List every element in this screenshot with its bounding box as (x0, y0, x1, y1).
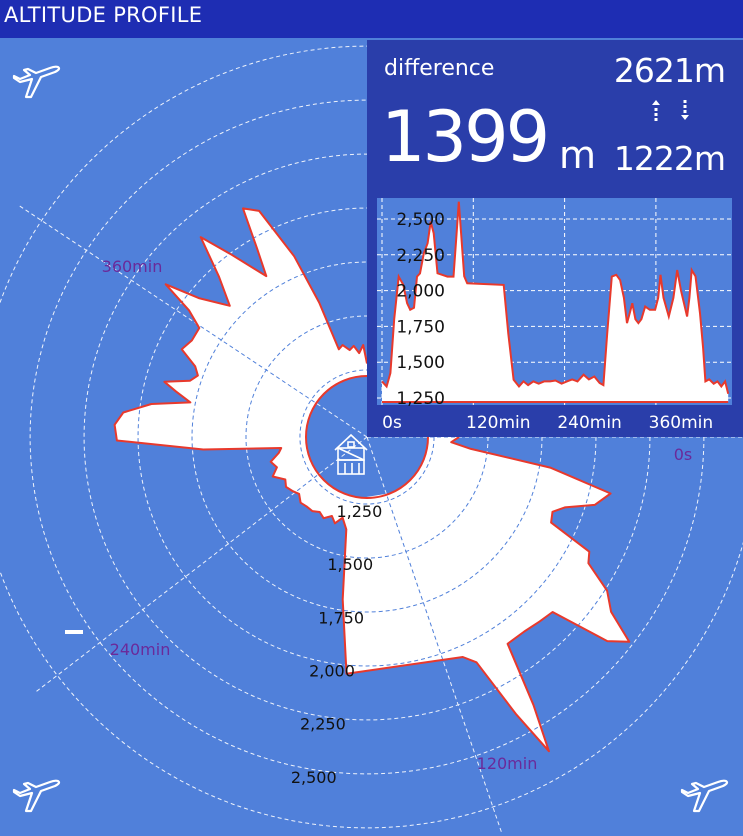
altitude-line (113, 207, 631, 753)
y-tick-label: 2,000 (309, 662, 355, 681)
grid-radial (114, 436, 368, 694)
x-tick-label: 240min (557, 413, 622, 433)
house-icon (334, 433, 368, 475)
x-tick-label: 360min (102, 257, 163, 276)
difference-unit: m (559, 133, 597, 177)
altitude-area (382, 201, 729, 403)
x-tick-label: 0s (382, 413, 402, 433)
airplane-icon (680, 779, 729, 813)
x-tick-label: 0s (674, 445, 693, 464)
altitude-line (381, 201, 730, 394)
y-tick-label: 2,250 (300, 715, 346, 734)
y-tick-label: 2,500 (396, 210, 445, 230)
summary-panel: difference 1399 m 2621m 1222m 1,250 1,500… (367, 40, 743, 437)
airplane-icon (12, 65, 61, 99)
x-tick-label: 360min (649, 413, 714, 433)
linear-altitude-chart: 1,250 1,500 1,750 2,000 2,250 2,500 0s 120min 24… (377, 198, 732, 433)
y-tick-label: 1,250 (336, 502, 382, 521)
altitude-area (114, 208, 630, 752)
x-tick-label: 120min (466, 413, 531, 433)
scale-marker (65, 630, 83, 634)
dotted-arrow-up-icon (652, 100, 660, 121)
difference-label: difference (384, 56, 495, 81)
y-tick-label: 2,000 (396, 282, 445, 302)
y-tick-label: 1,500 (327, 555, 373, 574)
min-altitude: 1222m (613, 139, 726, 178)
y-tick-label: 1,750 (318, 608, 364, 627)
y-tick-label: 2,500 (291, 768, 337, 787)
y-tick-label: 1,250 (396, 389, 445, 409)
difference-value: 1399 (381, 96, 550, 178)
inset-grid (377, 198, 732, 405)
airplane-icon (12, 779, 61, 813)
x-tick-label: 120min (477, 754, 538, 773)
y-tick-label: 1,500 (396, 353, 445, 373)
page-title: ALTITUDE PROFILE (4, 3, 203, 27)
dotted-arrow-down-icon (681, 100, 689, 120)
header-bar: ALTITUDE PROFILE (0, 0, 743, 38)
max-altitude: 2621m (613, 51, 726, 90)
x-tick-label: 240min (110, 640, 171, 659)
y-tick-label: 2,250 (396, 246, 445, 266)
y-tick-label: 1,750 (396, 317, 445, 337)
grid-radial (366, 436, 503, 752)
